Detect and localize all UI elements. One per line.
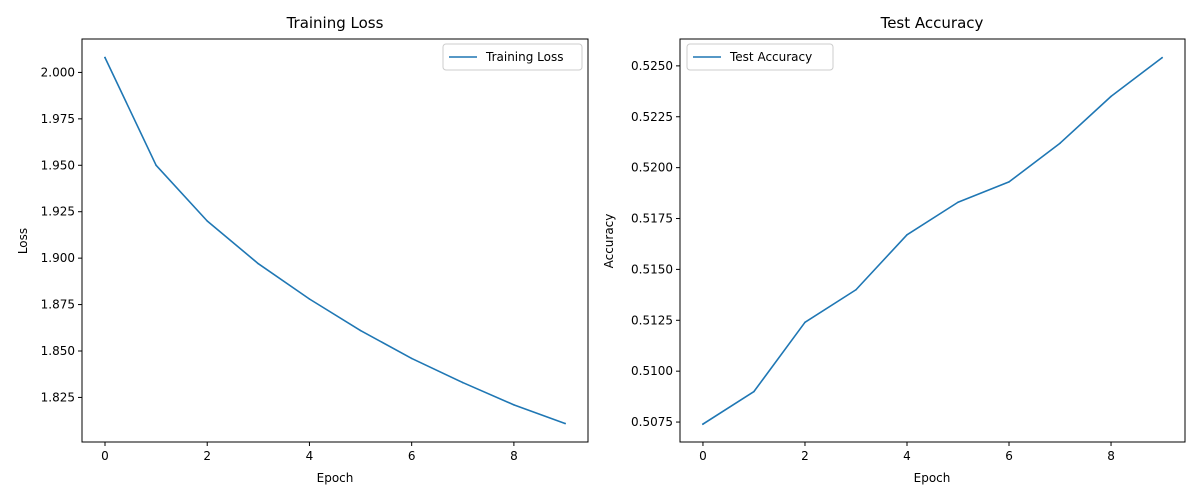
y-tick-label: 0.5225 — [631, 110, 673, 124]
x-tick-label: 0 — [699, 449, 707, 463]
y-tick-label: 1.850 — [41, 344, 75, 358]
legend-box — [686, 43, 834, 71]
y-tick-label: 0.5200 — [631, 161, 673, 175]
data-point — [564, 422, 566, 425]
data-point — [513, 404, 515, 406]
x-tick-label: 6 — [1005, 449, 1013, 463]
data-point — [1110, 95, 1112, 98]
y-tick-label: 1.900 — [41, 251, 75, 265]
data-point — [461, 381, 464, 384]
y-tick-label: 1.950 — [41, 158, 75, 172]
y-tick-label: 1.975 — [41, 112, 75, 126]
training-loss-chart: Training Loss Epoch Loss 0 2 4 6 8 1.825 1.850… — [16, 14, 589, 485]
plot-frame — [81, 38, 589, 443]
y-tick-label: 2.000 — [41, 65, 75, 79]
legend-entry: Test Accuracy — [729, 50, 812, 64]
y-tick-label: 1.875 — [41, 298, 75, 312]
x-tick-label: 0 — [101, 449, 109, 463]
x-tick-label: 2 — [801, 449, 809, 463]
x-tick-label: 8 — [510, 449, 518, 463]
data-point — [1008, 181, 1010, 183]
y-tick-label: 0.5250 — [631, 59, 673, 73]
chart-title: Training Loss — [286, 14, 384, 32]
legend-entry: Training Loss — [485, 50, 563, 64]
data-point — [855, 288, 857, 291]
y-tick-label: 0.5175 — [631, 212, 673, 226]
chart-title: Test Accuracy — [880, 14, 984, 32]
x-tick-label: 2 — [203, 449, 211, 463]
x-tick-label: 8 — [1107, 449, 1115, 463]
test-accuracy-chart: Test Accuracy Epoch Accuracy 0 2 4 6 8 0.5075… — [602, 14, 1186, 485]
y-tick-label: 0.5100 — [631, 364, 673, 378]
y-tick-label: 1.925 — [41, 205, 75, 219]
x-tick-label: 4 — [903, 449, 911, 463]
series-line — [103, 56, 567, 425]
data-point — [957, 201, 959, 204]
data-point — [257, 262, 260, 265]
data-point — [155, 164, 157, 167]
data-point — [753, 390, 755, 393]
x-axis-label: Epoch — [914, 471, 951, 485]
data-point — [1059, 142, 1061, 145]
legend-box — [442, 43, 583, 71]
data-point — [410, 357, 413, 360]
y-tick-label: 0.5150 — [631, 262, 673, 276]
legend: Training Loss — [442, 43, 583, 71]
x-axis-label: Epoch — [317, 471, 354, 485]
x-tick-label: 4 — [306, 449, 314, 463]
data-point — [1161, 56, 1163, 59]
data-point — [206, 220, 209, 222]
plot-lines — [103, 56, 567, 425]
tick-group: 0 2 4 6 8 1.825 1.850 1.875 1.900 1.925 1.950 1.975… — [41, 65, 518, 463]
data-point — [804, 321, 806, 324]
y-tick-label: 1.825 — [41, 390, 75, 404]
y-tick-label: 0.5075 — [631, 415, 673, 429]
data-point — [308, 298, 311, 300]
data-point — [104, 56, 106, 59]
tick-group: 0 2 4 6 8 0.5075 0.5100 0.5125 0.5150 0.5175 0.520… — [631, 59, 1115, 463]
series-line — [701, 56, 1164, 426]
x-tick-label: 6 — [408, 449, 416, 463]
y-axis-label: Accuracy — [602, 214, 616, 269]
data-point — [906, 234, 908, 236]
data-point — [702, 423, 704, 425]
y-tick-label: 0.5125 — [631, 313, 673, 327]
plot-frame — [679, 38, 1186, 443]
plot-lines — [701, 56, 1164, 426]
y-axis-label: Loss — [16, 228, 30, 254]
data-point — [359, 329, 362, 332]
legend: Test Accuracy — [686, 43, 834, 71]
